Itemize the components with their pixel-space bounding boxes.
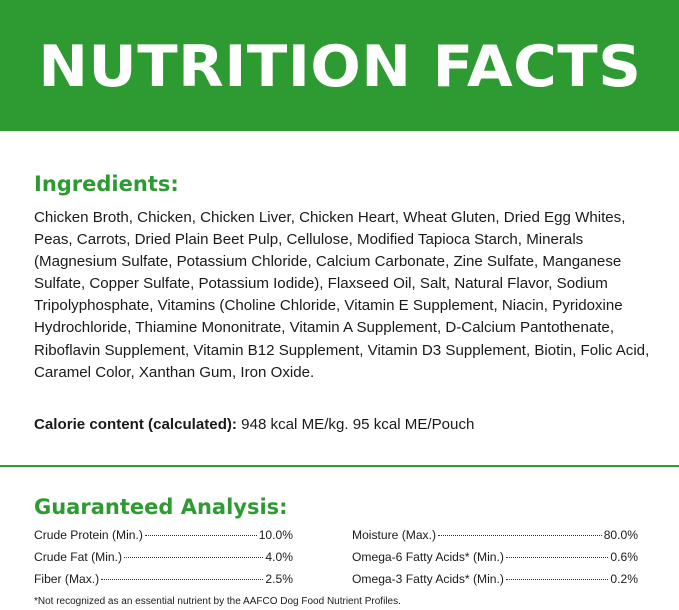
analysis-row-fiber: Fiber (Max.) 2.5% (34, 568, 293, 590)
analysis-value: 80.0% (603, 528, 638, 542)
analysis-name: Omega-3 Fatty Acids* (Min.) (352, 572, 504, 586)
analysis-name: Crude Protein (Min.) (34, 528, 143, 542)
dot-leader (505, 579, 609, 580)
analysis-column-left: Crude Protein (Min.) 10.0% Crude Fat (Mi… (34, 524, 293, 590)
nutrition-facts-banner: NUTRITION FACTS (0, 0, 679, 131)
analysis-name: Crude Fat (Min.) (34, 550, 123, 564)
guaranteed-analysis-heading: Guaranteed Analysis: (34, 495, 288, 519)
ingredients-list: Chicken Broth, Chicken, Chicken Liver, C… (34, 209, 650, 381)
analysis-name: Fiber (Max.) (34, 572, 100, 586)
analysis-value: 0.2% (610, 572, 638, 586)
section-divider (0, 465, 679, 467)
analysis-row-omega-3: Omega-3 Fatty Acids* (Min.) 0.2% (352, 568, 638, 590)
analysis-value: 2.5% (265, 572, 293, 586)
calorie-value: 948 kcal ME/kg. 95 kcal ME/Pouch (241, 416, 475, 433)
analysis-column-right: Moisture (Max.) 80.0% Omega-6 Fatty Acid… (352, 524, 638, 590)
dot-leader (505, 557, 609, 558)
analysis-value: 10.0% (258, 528, 293, 542)
dot-leader (438, 535, 602, 536)
banner-title: NUTRITION FACTS (37, 34, 642, 100)
analysis-value: 0.6% (610, 550, 638, 564)
dot-leader (124, 557, 264, 558)
calorie-label: Calorie content (calculated): (34, 416, 237, 433)
analysis-name: Omega-6 Fatty Acids* (Min.) (352, 550, 504, 564)
analysis-row-omega-6: Omega-6 Fatty Acids* (Min.) 0.6% (352, 546, 638, 568)
dot-leader (101, 579, 264, 580)
dot-leader (144, 535, 257, 536)
analysis-row-crude-fat: Crude Fat (Min.) 4.0% (34, 546, 293, 568)
calorie-content: Calorie content (calculated): 948 kcal M… (34, 414, 474, 436)
analysis-value: 4.0% (265, 550, 293, 564)
ingredients-heading: Ingredients: (34, 172, 179, 196)
analysis-row-crude-protein: Crude Protein (Min.) 10.0% (34, 524, 293, 546)
footnote: *Not recognized as an essential nutrient… (34, 596, 401, 607)
analysis-row-moisture: Moisture (Max.) 80.0% (352, 524, 638, 546)
analysis-name: Moisture (Max.) (352, 528, 436, 542)
